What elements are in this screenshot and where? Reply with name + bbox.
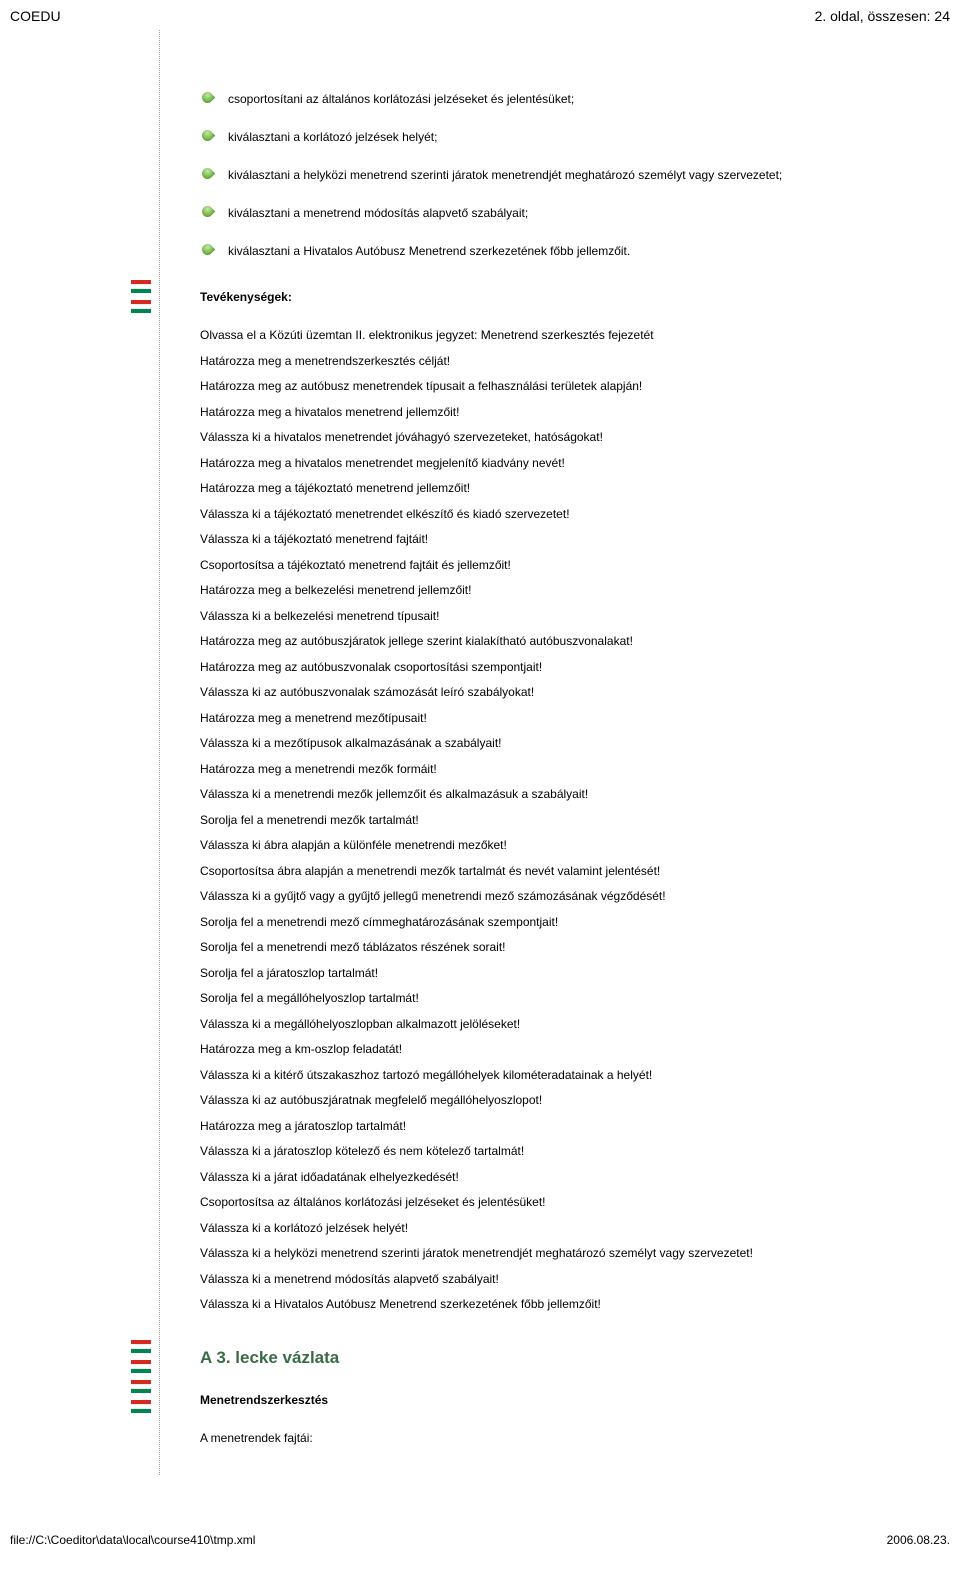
hungary-flag-icon xyxy=(131,1340,151,1353)
task-item: Határozza meg a menetrendi mezők formáit… xyxy=(200,760,920,778)
main-column: csoportosítani az általános korlátozási … xyxy=(160,30,950,1475)
objective-item: kiválasztani a korlátozó jelzések helyét… xyxy=(200,128,920,146)
objective-item: csoportosítani az általános korlátozási … xyxy=(200,90,920,108)
task-item: Válassza ki a gyűjtő vagy a gyűjtő jelle… xyxy=(200,887,920,905)
flag-group-top xyxy=(131,280,151,313)
page-header: COEDU 2. oldal, összesen: 24 xyxy=(0,0,960,30)
lesson-subheading: Menetrendszerkesztés xyxy=(200,1393,920,1407)
task-item: Sorolja fel a menetrendi mező címmeghatá… xyxy=(200,913,920,931)
activities-intro: Olvassa el a Közúti üzemtan II. elektron… xyxy=(200,326,920,344)
task-item: Válassza ki a korlátozó jelzések helyét! xyxy=(200,1219,920,1237)
task-item: Sorolja fel a megállóhelyoszlop tartalmá… xyxy=(200,989,920,1007)
task-item: Határozza meg a menetrend mezőtípusait! xyxy=(200,709,920,727)
task-item: Csoportosítsa ábra alapján a menetrendi … xyxy=(200,862,920,880)
task-item: Határozza meg a km-oszlop feladatát! xyxy=(200,1040,920,1058)
task-item: Határozza meg a hivatalos menetrendet me… xyxy=(200,454,920,472)
task-item: Válassza ki a Hivatalos Autóbusz Menetre… xyxy=(200,1295,920,1313)
objective-item: kiválasztani a Hivatalos Autóbusz Menetr… xyxy=(200,242,920,260)
task-item: Válassza ki a tájékoztató menetrend fajt… xyxy=(200,530,920,548)
task-item: Válassza ki ábra alapján a különféle men… xyxy=(200,836,920,854)
task-item: Határozza meg a tájékoztató menetrend je… xyxy=(200,479,920,497)
footer-date: 2006.08.23. xyxy=(887,1533,950,1547)
page-counter: 2. oldal, összesen: 24 xyxy=(815,8,950,24)
task-item: Csoportosítsa az általános korlátozási j… xyxy=(200,1193,920,1211)
task-item: Határozza meg a járatoszlop tartalmát! xyxy=(200,1117,920,1135)
task-item: Válassza ki a helyközi menetrend szerint… xyxy=(200,1244,920,1262)
objectives-list: csoportosítani az általános korlátozási … xyxy=(200,90,920,260)
task-item: Válassza ki a járat időadatának elhelyez… xyxy=(200,1168,920,1186)
task-item: Határozza meg az autóbuszvonalak csoport… xyxy=(200,658,920,676)
task-item: Határozza meg a belkezelési menetrend je… xyxy=(200,581,920,599)
task-item: Válassza ki a mezőtípusok alkalmazásának… xyxy=(200,734,920,752)
footer-path: file://C:\Coeditor\data\local\course410\… xyxy=(10,1533,255,1547)
flag-group-bottom xyxy=(131,1340,151,1413)
activities-heading: Tevékenységek: xyxy=(200,290,920,304)
task-item: Sorolja fel a menetrendi mezők tartalmát… xyxy=(200,811,920,829)
left-gutter xyxy=(10,30,160,1475)
hungary-flag-icon xyxy=(131,1400,151,1413)
task-item: Válassza ki a megállóhelyoszlopban alkal… xyxy=(200,1015,920,1033)
site-name: COEDU xyxy=(10,8,61,24)
task-item: Sorolja fel a menetrendi mező táblázatos… xyxy=(200,938,920,956)
content: csoportosítani az általános korlátozási … xyxy=(0,30,960,1475)
task-item: Határozza meg az autóbuszjáratok jellege… xyxy=(200,632,920,650)
objective-item: kiválasztani a menetrend módosítás alapv… xyxy=(200,204,920,222)
page-footer: file://C:\Coeditor\data\local\course410\… xyxy=(0,1525,960,1555)
task-item: Sorolja fel a járatoszlop tartalmát! xyxy=(200,964,920,982)
activities-block: Olvassa el a Közúti üzemtan II. elektron… xyxy=(200,326,920,1313)
task-item: Válassza ki a járatoszlop kötelező és ne… xyxy=(200,1142,920,1160)
task-item: Válassza ki az autóbuszjáratnak megfelel… xyxy=(200,1091,920,1109)
task-item: Határozza meg a menetrendszerkesztés cél… xyxy=(200,352,920,370)
hungary-flag-icon xyxy=(131,1360,151,1373)
task-item: Válassza ki az autóbuszvonalak számozásá… xyxy=(200,683,920,701)
task-item: Válassza ki a menetrend módosítás alapve… xyxy=(200,1270,920,1288)
hungary-flag-icon xyxy=(131,1380,151,1393)
task-item: Válassza ki a kitérő útszakaszhoz tartoz… xyxy=(200,1066,920,1084)
objective-item: kiválasztani a helyközi menetrend szerin… xyxy=(200,166,920,184)
task-item: Válassza ki a tájékoztató menetrendet el… xyxy=(200,505,920,523)
task-item: Határozza meg a hivatalos menetrend jell… xyxy=(200,403,920,421)
lesson-line: A menetrendek fajtái: xyxy=(200,1431,920,1445)
task-item: Határozza meg az autóbusz menetrendek tí… xyxy=(200,377,920,395)
task-item: Válassza ki a menetrendi mezők jellemzői… xyxy=(200,785,920,803)
task-item: Csoportosítsa a tájékoztató menetrend fa… xyxy=(200,556,920,574)
lesson-heading: A 3. lecke vázlata xyxy=(200,1348,920,1368)
hungary-flag-icon xyxy=(131,300,151,313)
hungary-flag-icon xyxy=(131,280,151,293)
task-item: Válassza ki a hivatalos menetrendet jóvá… xyxy=(200,428,920,446)
task-item: Válassza ki a belkezelési menetrend típu… xyxy=(200,607,920,625)
